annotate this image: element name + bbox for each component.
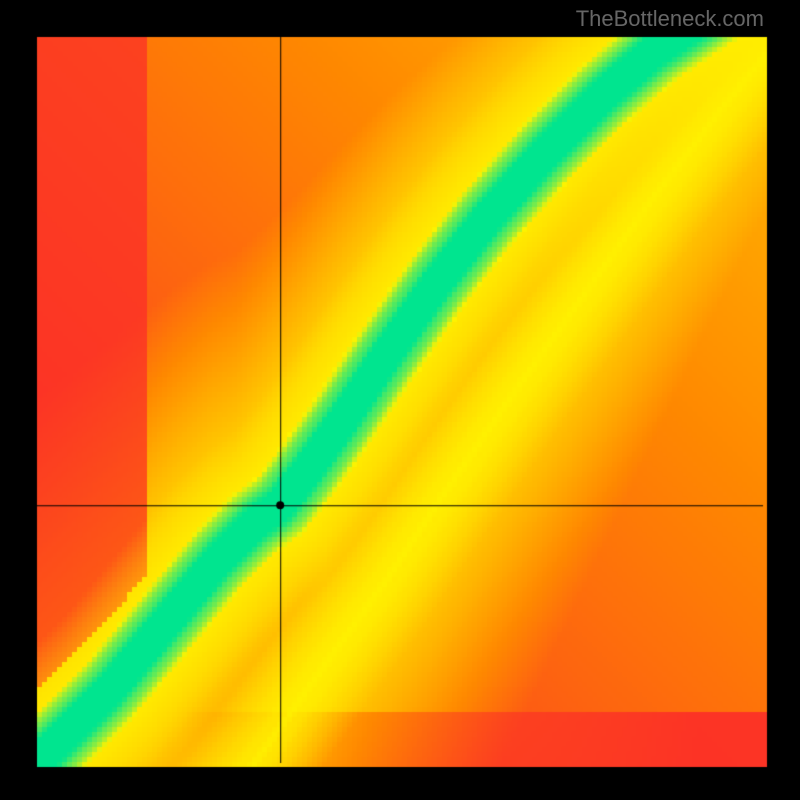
watermark-text: TheBottleneck.com [576, 6, 764, 32]
heatmap-canvas [0, 0, 800, 800]
chart-container: TheBottleneck.com [0, 0, 800, 800]
